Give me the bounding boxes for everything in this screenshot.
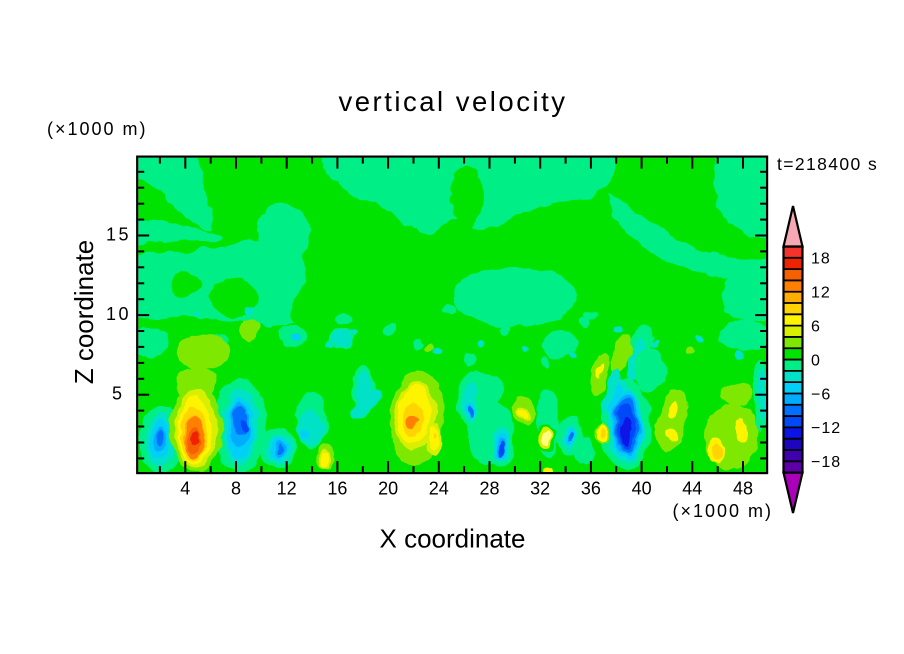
svg-text:40: 40 (632, 479, 652, 499)
svg-text:−6: −6 (811, 386, 831, 403)
svg-text:48: 48 (733, 479, 753, 499)
svg-text:Z coordinate: Z coordinate (69, 240, 99, 385)
svg-text:32: 32 (530, 479, 550, 499)
svg-text:5: 5 (112, 384, 125, 404)
svg-text:12: 12 (277, 479, 297, 499)
svg-text:4: 4 (180, 479, 190, 499)
svg-text:44: 44 (682, 479, 702, 499)
svg-text:20: 20 (378, 479, 398, 499)
svg-text:0: 0 (811, 352, 821, 369)
svg-text:(×1000 m): (×1000 m) (47, 119, 148, 139)
svg-text:vertical velocity: vertical velocity (339, 86, 568, 117)
svg-text:X coordinate: X coordinate (380, 524, 526, 554)
svg-text:t=218400 s: t=218400 s (777, 154, 878, 174)
svg-text:24: 24 (429, 479, 449, 499)
svg-text:(×1000 m): (×1000 m) (673, 501, 774, 521)
svg-text:−18: −18 (811, 454, 841, 471)
svg-text:8: 8 (231, 479, 241, 499)
svg-text:10: 10 (106, 304, 131, 324)
svg-text:15: 15 (106, 225, 131, 245)
svg-text:−12: −12 (811, 420, 841, 437)
svg-text:6: 6 (811, 318, 821, 335)
svg-text:36: 36 (581, 479, 601, 499)
svg-text:16: 16 (327, 479, 347, 499)
svg-text:18: 18 (811, 251, 831, 268)
svg-text:28: 28 (479, 479, 499, 499)
svg-text:12: 12 (811, 285, 831, 302)
